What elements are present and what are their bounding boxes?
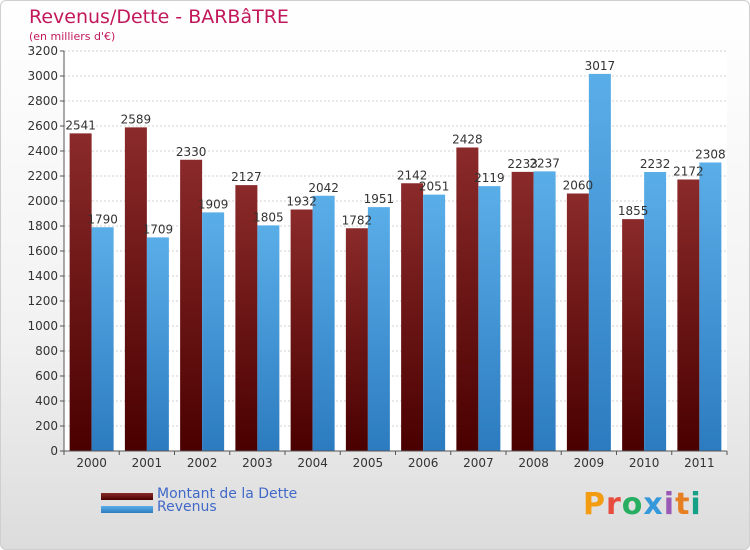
- data-label-debt: 2142: [397, 168, 428, 182]
- bar-revenus: [699, 162, 722, 451]
- legend-swatch-debt: [101, 492, 153, 500]
- y-tick-label: 400: [35, 394, 58, 408]
- bar-revenus: [478, 186, 501, 451]
- y-tick-label: 2200: [27, 169, 58, 183]
- data-label-revenus: 1790: [87, 212, 118, 226]
- logo-letter: r: [606, 487, 622, 522]
- logo-letter: P: [583, 487, 606, 522]
- data-label-debt: 2060: [563, 179, 594, 193]
- y-tick-label: 1800: [27, 219, 58, 233]
- bar-debt: [290, 209, 313, 451]
- x-tick-label: 2003: [242, 456, 273, 470]
- y-tick-label: 0: [50, 444, 58, 458]
- y-tick-label: 2000: [27, 194, 58, 208]
- y-tick-label: 600: [35, 369, 58, 383]
- chart-title: Revenus/Dette - BARBâTRE: [29, 6, 289, 28]
- y-tick-label: 800: [35, 344, 58, 358]
- x-tick-label: 2004: [297, 456, 328, 470]
- logo-letter: o: [621, 487, 644, 522]
- y-tick-label: 1400: [27, 269, 58, 283]
- logo-letter: t: [675, 487, 691, 522]
- bar-revenus: [423, 194, 446, 451]
- data-label-debt: 2233: [507, 157, 538, 171]
- bar-revenus: [312, 195, 335, 451]
- data-label-debt: 2541: [65, 118, 96, 132]
- y-tick-label: 1000: [27, 319, 58, 333]
- bar-debt: [401, 183, 424, 451]
- bar-revenus: [588, 73, 611, 451]
- bar-debt: [622, 219, 645, 451]
- bar-debt: [235, 185, 258, 451]
- data-label-debt: 2127: [231, 170, 262, 184]
- legend-label-debt: Montant de la Dette: [157, 486, 298, 502]
- bar-debt: [677, 179, 700, 451]
- y-tick-label: 1200: [27, 294, 58, 308]
- bar-revenus: [257, 225, 280, 451]
- chart-subtitle: (en milliers d'€): [29, 30, 116, 43]
- data-label-debt: 2172: [673, 165, 704, 179]
- bar-debt: [345, 228, 368, 451]
- data-label-revenus: 2237: [529, 156, 560, 170]
- bar-revenus: [202, 212, 225, 451]
- x-tick-label: 2002: [187, 456, 218, 470]
- data-label-debt: 1932: [286, 195, 317, 209]
- data-label-revenus: 3017: [585, 59, 616, 73]
- x-tick-label: 2011: [684, 456, 715, 470]
- bar-debt: [566, 193, 589, 451]
- x-tick-label: 2010: [629, 456, 660, 470]
- data-label-debt: 1855: [618, 204, 649, 218]
- legend-label-revenus: Revenus: [157, 499, 217, 515]
- y-tick-label: 2400: [27, 144, 58, 158]
- y-tick-label: 200: [35, 419, 58, 433]
- data-label-revenus: 1909: [198, 197, 229, 211]
- bars-group: [69, 73, 722, 451]
- x-tick-label: 2000: [76, 456, 107, 470]
- x-tick-label: 2005: [353, 456, 384, 470]
- y-tick-label: 3200: [27, 44, 58, 58]
- legend-item-revenus: Revenus: [101, 499, 217, 516]
- data-label-revenus: 1805: [253, 210, 284, 224]
- y-tick-label: 1600: [27, 244, 58, 258]
- bar-debt: [124, 127, 147, 451]
- logo-letter: i: [690, 487, 702, 522]
- y-tick-label: 2600: [27, 119, 58, 133]
- proxiti-logo[interactable]: Proxiti: [583, 487, 702, 522]
- x-axis: 2000 2001 2002 2003 2004 2005 2006 2007 2008 2009…: [63, 450, 728, 470]
- bar-revenus: [91, 227, 114, 451]
- bar-revenus: [367, 207, 390, 451]
- y-axis: 0 200 400 600 800 1000 1200 1400 1600 1800 2000 220…: [27, 44, 65, 458]
- y-tick-label: 2800: [27, 94, 58, 108]
- data-label-revenus: 1951: [364, 192, 395, 206]
- data-label-revenus: 2042: [308, 181, 339, 195]
- data-label-revenus: 2051: [419, 180, 450, 194]
- data-label-revenus: 2119: [474, 171, 505, 185]
- data-label-revenus: 1709: [143, 222, 174, 236]
- logo-letter: x: [643, 487, 664, 522]
- bar-revenus: [533, 171, 556, 451]
- legend-swatch-revenus: [101, 505, 153, 513]
- data-label-debt: 2330: [176, 145, 207, 159]
- y-tick-label: 3000: [27, 69, 58, 83]
- bar-revenus: [146, 237, 169, 451]
- data-label-revenus: 2232: [640, 157, 671, 171]
- x-tick-label: 2006: [408, 456, 439, 470]
- data-label-debt: 2428: [452, 133, 483, 147]
- x-tick-label: 2007: [463, 456, 494, 470]
- x-tick-label: 2009: [574, 456, 605, 470]
- bar-debt: [456, 147, 479, 451]
- logo-letter: i: [663, 487, 676, 522]
- data-label-debt: 2589: [121, 112, 152, 126]
- legend-item-debt: Montant de la Dette: [101, 486, 297, 503]
- bar-debt: [69, 133, 92, 451]
- x-tick-label: 2008: [518, 456, 549, 470]
- bar-revenus: [644, 172, 667, 451]
- bar-debt: [180, 159, 203, 451]
- data-label-revenus: 2308: [695, 148, 726, 162]
- x-tick-label: 2001: [132, 456, 163, 470]
- bar-debt: [511, 171, 534, 451]
- data-label-debt: 1782: [342, 213, 373, 227]
